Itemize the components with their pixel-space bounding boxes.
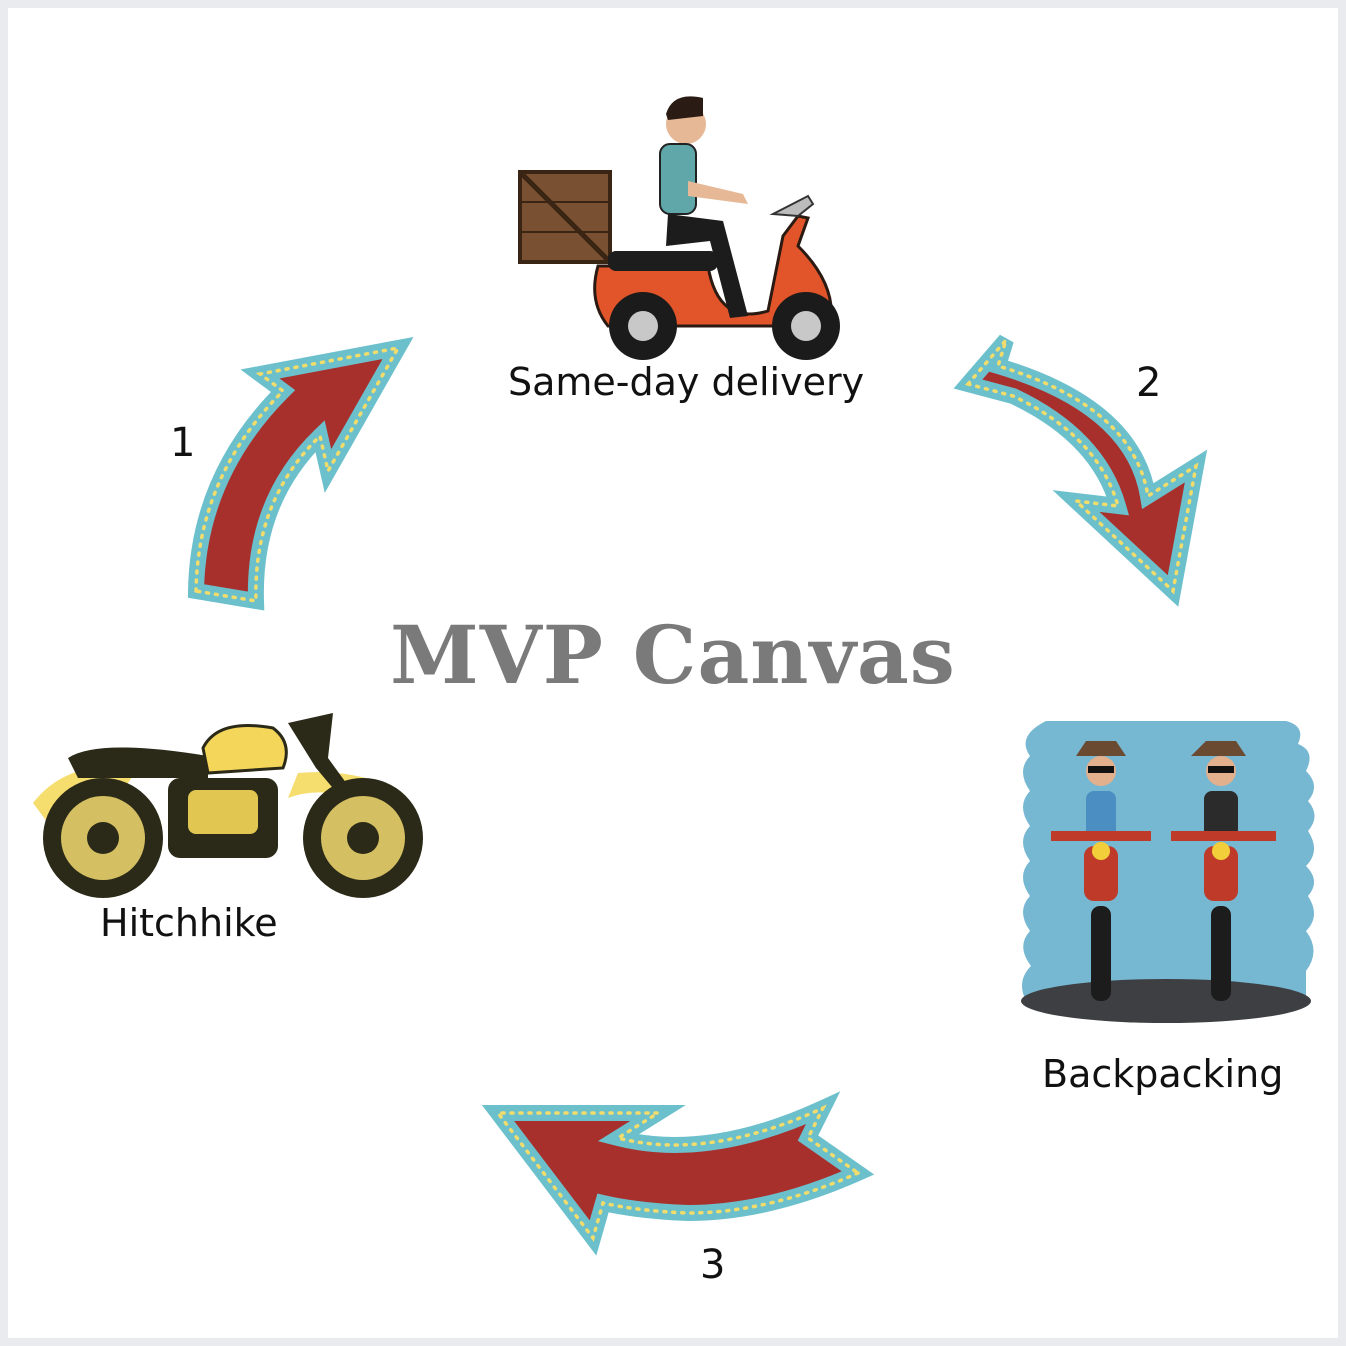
arrow-number-2: 2 (1136, 360, 1162, 406)
cycle-arrow-2 (953, 334, 1208, 607)
arrow-number-1: 1 (170, 420, 196, 466)
bikers-couple-illustration (1021, 721, 1315, 1023)
arrow-number-3: 3 (700, 1242, 726, 1288)
step-label-same-day-delivery: Same-day delivery (508, 360, 865, 404)
step-label-hitchhike: Hitchhike (100, 901, 278, 945)
cycle-arrow-1 (187, 336, 414, 611)
diagram-title: MVP Canvas (390, 608, 956, 702)
delivery-scooter-illustration (518, 96, 840, 360)
cycle-arrow-3 (481, 1091, 875, 1256)
step-label-backpacking: Backpacking (1042, 1052, 1284, 1096)
yellow-motorcycle-illustration (33, 713, 423, 898)
canvas: Same-day delivery Backpacking Hitchhike … (8, 8, 1338, 1338)
